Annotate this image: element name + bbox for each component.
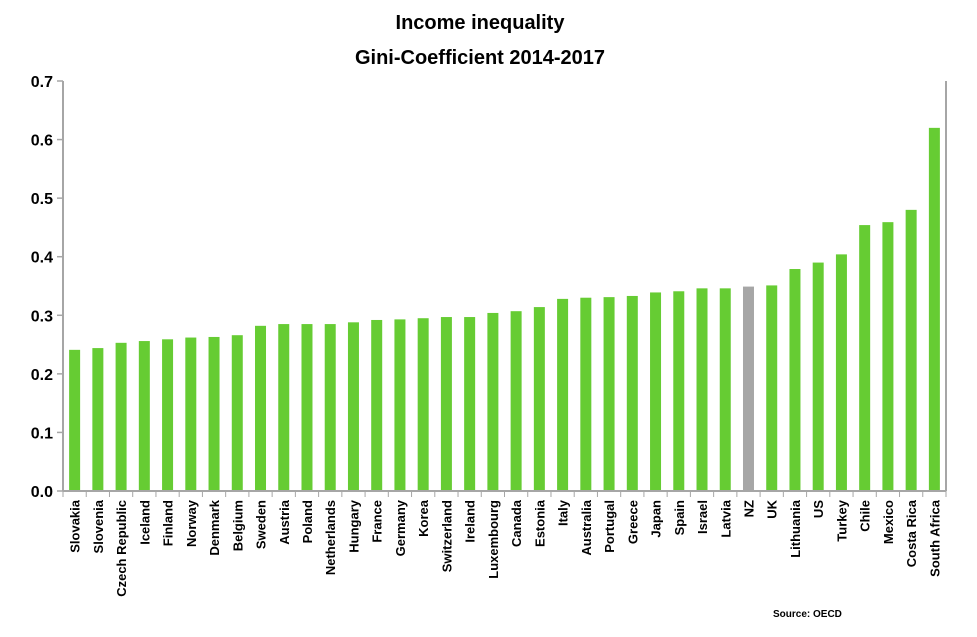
x-tick-label: Portugal	[602, 500, 617, 553]
x-axis: Slovakia Slovenia Czech Republic Iceland Fin…	[62, 490, 947, 597]
x-tick-label: Lithuania	[788, 499, 803, 558]
x-tick-label: Iceland	[137, 500, 152, 545]
y-tick-label: 0.4	[31, 250, 53, 267]
bar-belgium	[231, 335, 243, 491]
x-tick-label: Denmark	[207, 499, 222, 555]
bar-greece	[626, 295, 638, 491]
bar-finland	[162, 339, 174, 491]
x-tick-label: Netherlands	[323, 500, 338, 575]
bar-germany	[394, 319, 406, 491]
x-tick-label: Italy	[556, 499, 571, 526]
y-axis: 0.0 0.1 0.2 0.3 0.4 0.5 0.6 0.7	[31, 74, 947, 501]
y-tick-label: 0.0	[31, 484, 53, 501]
bar-mexico	[882, 222, 894, 491]
bar-turkey	[835, 254, 847, 491]
x-tick-label: Luxembourg	[486, 500, 501, 579]
x-tick-label: Chile	[858, 500, 873, 532]
bar-france	[371, 319, 383, 491]
x-tick-label: Mexico	[881, 500, 896, 544]
x-tick-label: Estonia	[532, 499, 547, 547]
bar-portugal	[603, 297, 615, 491]
bar-slovakia	[69, 349, 81, 491]
x-tick-label: Finland	[161, 500, 176, 546]
bar-austria	[278, 324, 290, 491]
x-tick-label: Slovenia	[91, 499, 106, 553]
bar-estonia	[533, 307, 545, 491]
x-tick-label: Greece	[625, 500, 640, 544]
x-tick-label: Hungary	[346, 499, 361, 553]
bar-norway	[185, 337, 197, 491]
bar-latvia	[719, 288, 731, 491]
bar-czech-republic	[115, 342, 127, 491]
x-tick-label: Switzerland	[439, 500, 454, 572]
x-tick-label: Slovakia	[68, 499, 83, 553]
x-tick-label: Czech Republic	[114, 500, 129, 597]
y-tick-label: 0.7	[31, 74, 53, 91]
bar-us	[812, 262, 824, 491]
x-tick-label: Canada	[509, 499, 524, 547]
bar-chile	[859, 225, 871, 492]
bar-italy	[557, 298, 569, 491]
chart-title-line1: Income inequality	[396, 12, 566, 34]
x-tick-label: Spain	[672, 500, 687, 535]
x-tick-label: Korea	[416, 499, 431, 537]
x-tick-label: Germany	[393, 499, 408, 556]
bar-poland	[301, 324, 313, 491]
x-tick-label: Poland	[300, 500, 315, 543]
bar-netherlands	[324, 324, 336, 491]
bars	[69, 127, 940, 492]
x-tick-label: Israel	[695, 500, 710, 534]
y-tick-label: 0.3	[31, 308, 53, 325]
x-tick-label: Latvia	[718, 499, 733, 537]
bar-japan	[650, 292, 662, 491]
bar-nz	[742, 286, 754, 491]
bar-south-africa	[928, 127, 940, 491]
bar-uk	[766, 285, 778, 491]
bar-iceland	[138, 341, 150, 491]
bar-canada	[510, 311, 522, 491]
bar-korea	[417, 318, 429, 491]
bar-australia	[580, 297, 592, 491]
x-tick-label: US	[811, 500, 826, 518]
bar-luxembourg	[487, 312, 499, 491]
x-tick-label: South Africa	[927, 499, 942, 577]
x-tick-label: Costa Rica	[904, 499, 919, 567]
bar-ireland	[464, 317, 476, 491]
bar-denmark	[208, 336, 220, 491]
chart-title-line2: Gini-Coefficient 2014-2017	[355, 47, 605, 69]
bar-sweden	[255, 325, 267, 491]
y-tick-label: 0.5	[31, 191, 53, 208]
x-tick-label: Sweden	[254, 500, 269, 549]
bar-hungary	[347, 322, 359, 491]
x-tick-label: Japan	[649, 500, 664, 538]
x-tick-label: Australia	[579, 499, 594, 555]
bar-israel	[696, 288, 708, 491]
y-tick-label: 0.2	[31, 367, 53, 384]
x-tick-label: Norway	[184, 499, 199, 547]
x-tick-label: Austria	[277, 499, 292, 545]
source-note: Source: OECD	[773, 609, 842, 620]
bar-switzerland	[440, 317, 452, 491]
x-tick-label: Ireland	[463, 500, 478, 543]
y-tick-label: 0.6	[31, 133, 53, 150]
bar-costa-rica	[905, 209, 917, 491]
x-tick-label: UK	[765, 499, 780, 518]
x-tick-label: Turkey	[834, 499, 849, 541]
bar-slovenia	[92, 348, 104, 491]
y-tick-label: 0.1	[31, 425, 53, 442]
bar-spain	[673, 291, 685, 491]
bar-lithuania	[789, 269, 801, 491]
x-tick-label: Belgium	[230, 500, 245, 551]
x-tick-label: NZ	[741, 500, 756, 517]
x-tick-label: France	[370, 500, 385, 543]
